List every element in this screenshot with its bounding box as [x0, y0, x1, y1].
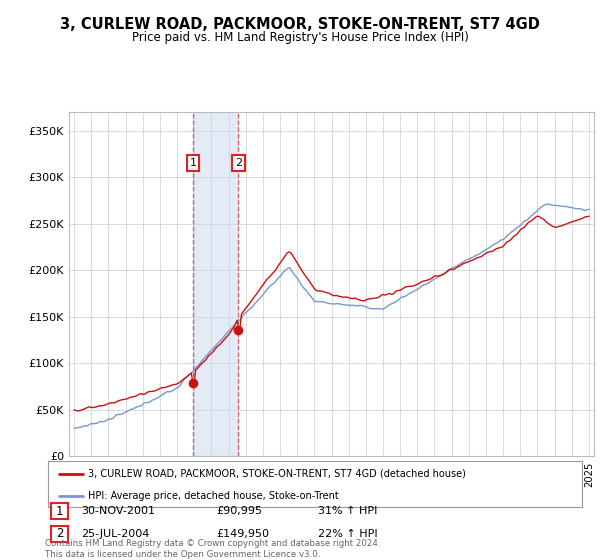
Text: 2: 2 [56, 527, 63, 540]
Text: 3, CURLEW ROAD, PACKMOOR, STOKE-ON-TRENT, ST7 4GD: 3, CURLEW ROAD, PACKMOOR, STOKE-ON-TRENT… [60, 17, 540, 32]
Text: 22% ↑ HPI: 22% ↑ HPI [318, 529, 377, 539]
Text: 3, CURLEW ROAD, PACKMOOR, STOKE-ON-TRENT, ST7 4GD (detached house): 3, CURLEW ROAD, PACKMOOR, STOKE-ON-TRENT… [88, 469, 466, 479]
Bar [193, 112, 238, 456]
Text: Contains HM Land Registry data © Crown copyright and database right 2024.
This d: Contains HM Land Registry data © Crown c… [45, 539, 380, 559]
Text: 31% ↑ HPI: 31% ↑ HPI [318, 506, 377, 516]
Text: Price paid vs. HM Land Registry's House Price Index (HPI): Price paid vs. HM Land Registry's House … [131, 31, 469, 44]
Text: 1: 1 [56, 505, 63, 518]
Text: £90,995: £90,995 [216, 506, 262, 516]
Text: 1: 1 [190, 158, 196, 168]
Text: £149,950: £149,950 [216, 529, 269, 539]
Text: 25-JUL-2004: 25-JUL-2004 [81, 529, 149, 539]
Text: 2: 2 [235, 158, 242, 168]
Text: HPI: Average price, detached house, Stoke-on-Trent: HPI: Average price, detached house, Stok… [88, 491, 339, 501]
Text: 30-NOV-2001: 30-NOV-2001 [81, 506, 155, 516]
